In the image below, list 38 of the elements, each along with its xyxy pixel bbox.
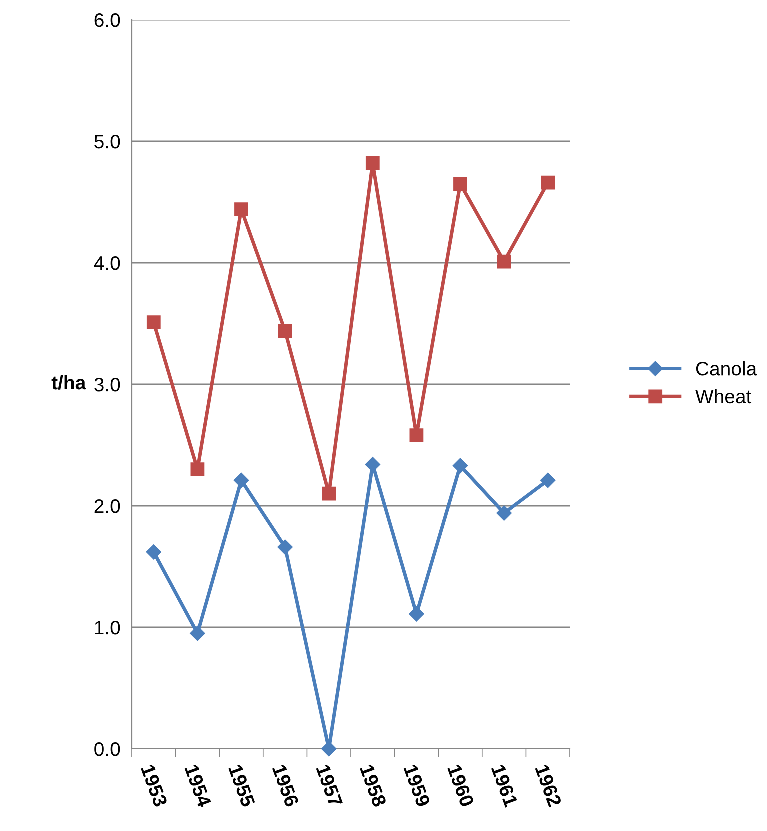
y-tick-label: 6.0 bbox=[94, 13, 120, 28]
point bbox=[496, 506, 512, 521]
x-tick-label: 1955 bbox=[228, 764, 256, 808]
x-tick-label: 1957 bbox=[316, 764, 344, 808]
point bbox=[190, 462, 205, 476]
x-tick-label: 1961 bbox=[491, 764, 518, 808]
x-tick-label: 1956 bbox=[272, 764, 300, 808]
point bbox=[454, 177, 468, 191]
y-axis-title: t/ha bbox=[52, 375, 86, 390]
y-tick-label: 2.0 bbox=[94, 499, 120, 514]
point bbox=[541, 176, 556, 190]
x-tick-label: 1960 bbox=[448, 764, 475, 808]
x-tick-label: 1954 bbox=[184, 764, 212, 808]
point bbox=[234, 202, 248, 216]
y-tick-label: 5.0 bbox=[94, 134, 120, 149]
point bbox=[234, 472, 250, 488]
point bbox=[366, 156, 380, 170]
point bbox=[146, 544, 162, 560]
y-tick-label: 1.0 bbox=[95, 620, 120, 635]
x-tick-label: 1953 bbox=[140, 764, 168, 808]
point bbox=[409, 606, 424, 622]
point bbox=[190, 626, 206, 642]
y-tick-label: 0.0 bbox=[94, 742, 120, 756]
point bbox=[146, 316, 161, 330]
point bbox=[410, 428, 424, 442]
point bbox=[540, 472, 556, 488]
x-tick-label: 1959 bbox=[404, 764, 431, 808]
legend-label: Wheat bbox=[696, 389, 752, 404]
x-tick-label: 1962 bbox=[535, 764, 562, 808]
x-tick-label: 1958 bbox=[360, 764, 388, 808]
point bbox=[278, 324, 292, 338]
point bbox=[278, 540, 293, 555]
y-tick-label: 4.0 bbox=[94, 256, 120, 270]
point bbox=[452, 458, 468, 474]
y-tick-label: 3.0 bbox=[94, 378, 120, 392]
point bbox=[322, 486, 336, 501]
point bbox=[497, 254, 512, 269]
legend-label: Canola bbox=[696, 362, 758, 376]
